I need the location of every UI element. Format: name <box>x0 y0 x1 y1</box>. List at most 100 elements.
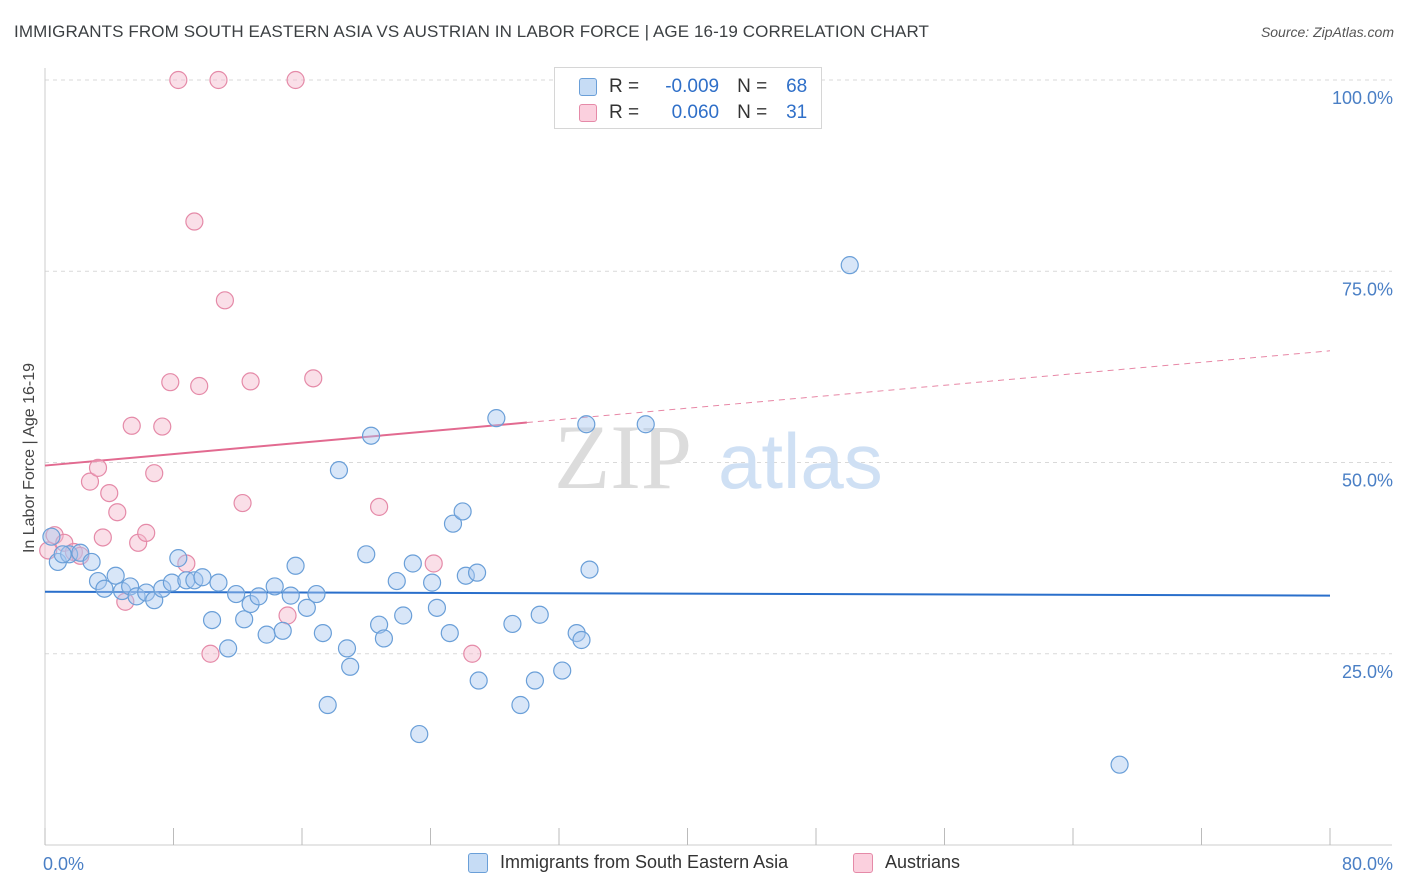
data-point <box>121 577 140 596</box>
legend-swatch-blue <box>468 852 488 873</box>
data-point <box>209 70 228 90</box>
data-point <box>193 568 212 587</box>
data-point <box>577 415 596 434</box>
data-point <box>278 606 297 625</box>
data-point <box>530 605 549 624</box>
data-point <box>265 577 284 596</box>
data-point <box>241 372 260 391</box>
data-point <box>257 625 276 644</box>
legend-swatch-pink <box>853 852 873 873</box>
data-point <box>53 545 72 564</box>
data-point <box>318 695 337 715</box>
data-point <box>357 545 376 564</box>
data-point <box>80 472 100 491</box>
legend-r-label: R = <box>609 102 640 123</box>
data-point <box>161 373 180 392</box>
legend-r-value: -0.009 <box>665 76 720 97</box>
legend-r-label: R = <box>609 76 640 97</box>
data-point <box>341 657 360 676</box>
data-point <box>169 549 188 568</box>
y-tick-label: 50.0% <box>1342 471 1393 491</box>
data-point <box>137 523 156 542</box>
data-point <box>469 671 488 690</box>
y-tick-label: 75.0% <box>1342 279 1393 299</box>
data-point <box>410 724 429 744</box>
trend-line-extension <box>526 350 1331 424</box>
data-point <box>227 584 246 604</box>
data-point <box>215 291 234 310</box>
data-point <box>370 615 389 634</box>
data-point <box>572 630 591 650</box>
data-point <box>185 212 204 231</box>
data-point <box>93 528 112 547</box>
data-point <box>370 497 389 516</box>
data-point <box>233 493 252 513</box>
watermark-zip: ZIP <box>554 406 692 508</box>
series-austrians <box>39 70 482 663</box>
data-point <box>169 70 188 90</box>
data-point <box>42 527 61 546</box>
data-point <box>100 484 119 503</box>
legend-n-label: N = <box>737 102 768 123</box>
data-point <box>297 598 316 617</box>
source-label: Source: ZipAtlas.com <box>1260 24 1394 40</box>
data-point <box>307 584 326 604</box>
grid-lines <box>45 79 1392 655</box>
data-point <box>249 587 268 606</box>
data-point <box>235 610 254 629</box>
legend-swatch-blue <box>579 78 597 96</box>
axes <box>44 68 1392 846</box>
data-point <box>202 610 222 630</box>
data-point <box>304 369 323 388</box>
data-point <box>487 409 506 428</box>
data-point <box>88 458 108 477</box>
legend-n-label: N = <box>737 76 768 97</box>
watermark-atlas: atlas <box>718 417 883 505</box>
data-point <box>329 461 349 480</box>
data-point <box>122 416 141 435</box>
legend-r-value: 0.060 <box>671 102 720 123</box>
data-point <box>636 415 655 434</box>
series-legend: Immigrants from South Eastern Asia Austr… <box>0 852 1406 878</box>
data-point <box>286 556 305 575</box>
data-point <box>145 464 164 483</box>
data-point <box>423 573 442 592</box>
legend-n-value: 31 <box>786 102 808 123</box>
legend-label-austrians: Austrians <box>885 852 961 872</box>
y-tick-label: 100.0% <box>1332 88 1393 108</box>
data-point <box>337 639 357 658</box>
data-point <box>219 639 238 658</box>
data-point <box>82 552 101 572</box>
data-point <box>108 503 127 522</box>
data-point <box>503 614 522 634</box>
data-point <box>427 598 447 617</box>
trend-lines <box>44 350 1331 597</box>
data-point <box>453 502 472 521</box>
series-sea-immigrants <box>42 256 1129 774</box>
data-point <box>463 644 482 663</box>
data-point <box>467 563 487 582</box>
data-point <box>387 571 406 591</box>
data-point <box>106 566 125 585</box>
data-point <box>153 417 172 436</box>
data-point <box>840 256 859 275</box>
data-point <box>313 623 332 643</box>
data-point <box>281 586 300 605</box>
data-point <box>162 573 181 592</box>
data-point <box>201 644 220 663</box>
chart-title: IMMIGRANTS FROM SOUTH EASTERN ASIA VS AU… <box>14 22 929 41</box>
data-point <box>95 579 114 598</box>
data-point <box>190 376 209 396</box>
data-point <box>209 573 228 592</box>
data-point <box>127 587 146 606</box>
trend-line <box>44 421 527 467</box>
stats-legend: R = -0.009 N = 68 R = 0.060 N = 31 <box>554 67 822 129</box>
y-tick-label: 25.0% <box>1342 662 1393 682</box>
data-point <box>374 629 394 648</box>
legend-swatch-pink <box>579 104 597 122</box>
data-point <box>286 70 305 90</box>
data-point <box>456 566 475 585</box>
legend-n-value: 68 <box>786 76 808 97</box>
data-point <box>403 554 422 573</box>
